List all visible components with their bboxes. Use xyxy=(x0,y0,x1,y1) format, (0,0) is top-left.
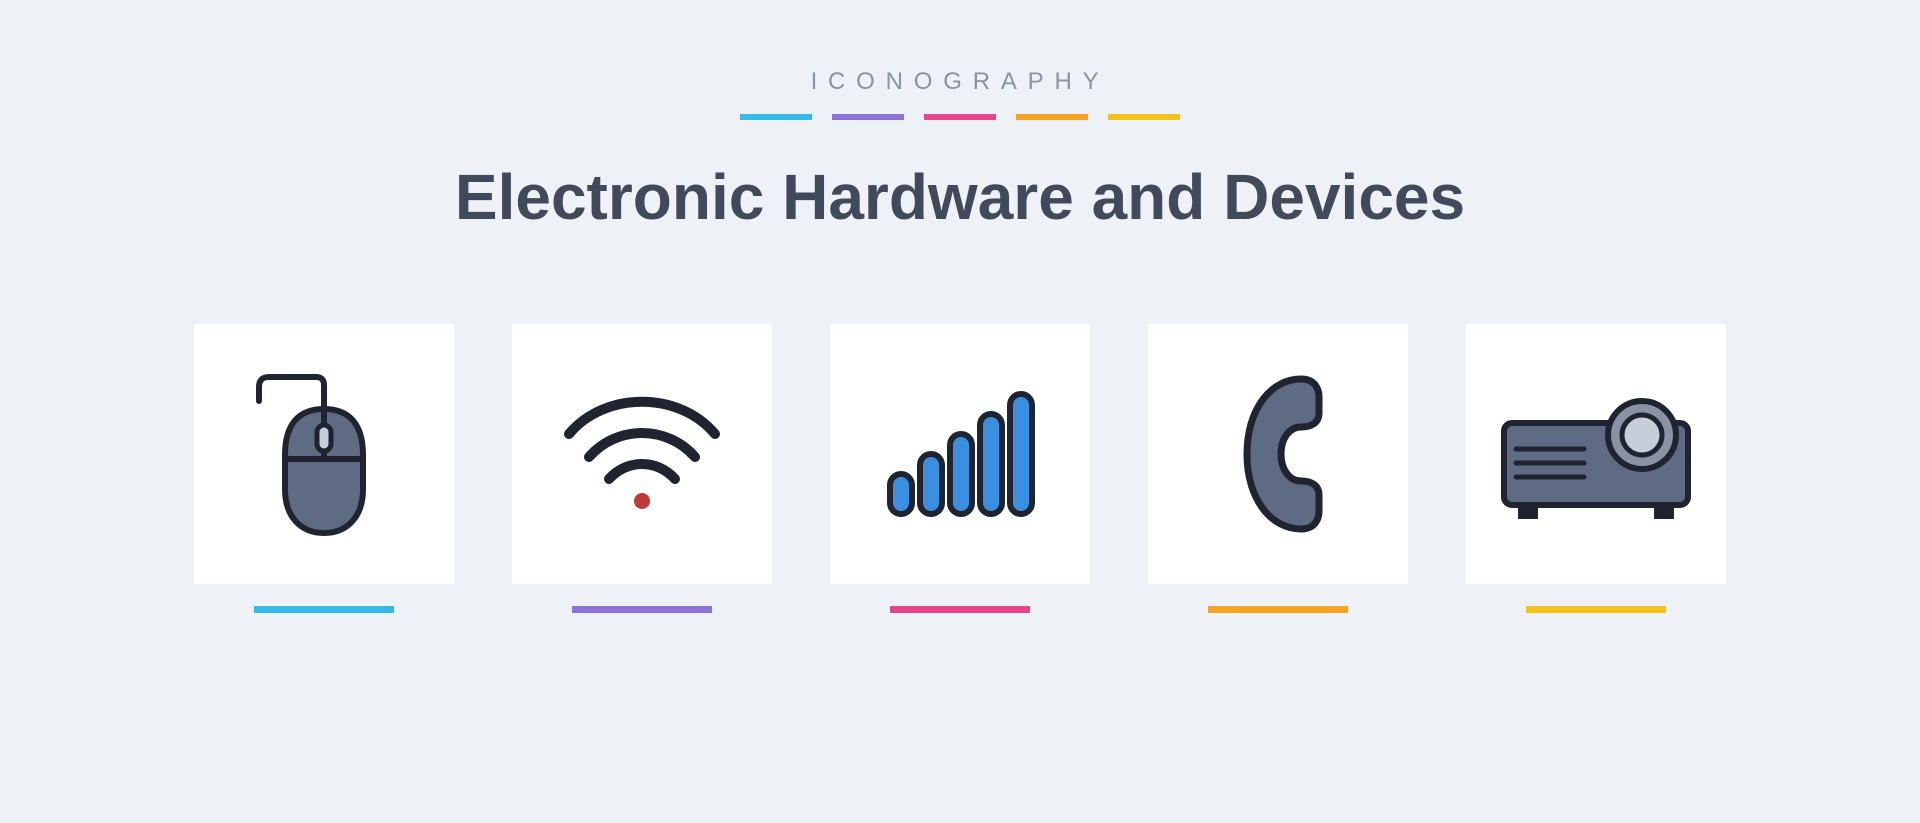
icon-item-mouse xyxy=(194,324,454,613)
icon-item-phone xyxy=(1148,324,1408,613)
signal-bars-icon xyxy=(880,379,1040,529)
iconography-label: ICONOGRAPHY xyxy=(811,68,1110,96)
card-underline xyxy=(890,606,1030,613)
icon-card xyxy=(194,324,454,584)
icon-item-signal xyxy=(830,324,1090,613)
icons-row xyxy=(194,324,1726,613)
card-underline xyxy=(1208,606,1348,613)
card-underline xyxy=(572,606,712,613)
header-color-bar xyxy=(924,114,996,120)
card-underline xyxy=(254,606,394,613)
header-color-bars xyxy=(740,114,1180,120)
icon-item-wifi xyxy=(512,324,772,613)
wifi-icon xyxy=(557,379,727,529)
icon-item-projector xyxy=(1466,324,1726,613)
projector-icon xyxy=(1496,379,1696,529)
icon-card xyxy=(1466,324,1726,584)
icon-card xyxy=(830,324,1090,584)
header-color-bar xyxy=(832,114,904,120)
main-title: Electronic Hardware and Devices xyxy=(455,160,1465,234)
header-color-bar xyxy=(1108,114,1180,120)
header-color-bar xyxy=(740,114,812,120)
phone-handset-icon xyxy=(1223,369,1333,539)
card-underline xyxy=(1526,606,1666,613)
mouse-icon xyxy=(249,369,399,539)
icon-card xyxy=(512,324,772,584)
icon-card xyxy=(1148,324,1408,584)
header-color-bar xyxy=(1016,114,1088,120)
